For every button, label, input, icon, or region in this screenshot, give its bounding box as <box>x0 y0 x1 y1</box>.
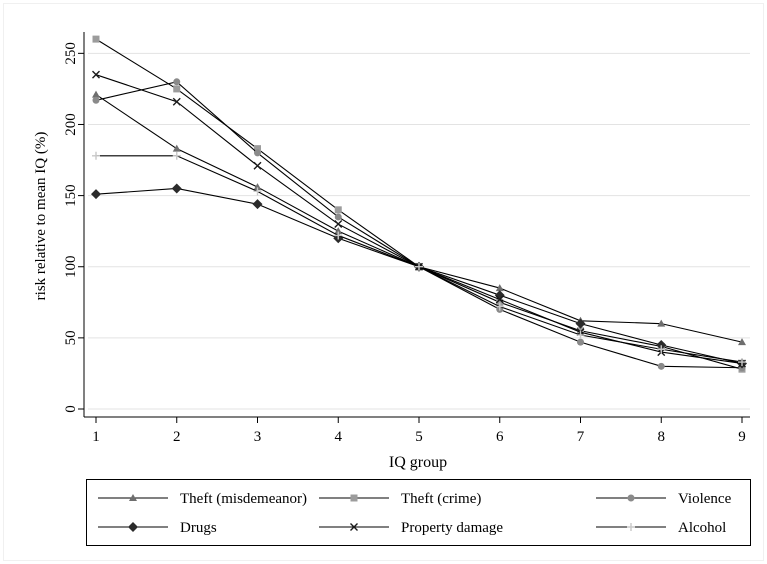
x-marker <box>495 295 504 304</box>
square-marker <box>577 327 584 335</box>
x-tick-label: 4 <box>335 429 343 445</box>
diamond-marker <box>91 189 101 200</box>
plus-marker <box>576 331 585 340</box>
plus-marker <box>92 151 100 160</box>
circle-marker <box>254 149 261 157</box>
triangle-marker <box>92 90 100 98</box>
circle-marker <box>627 494 635 502</box>
circle-marker <box>577 338 584 346</box>
x-tick-label: 1 <box>92 429 100 445</box>
y-tick-label: 50 <box>63 330 79 345</box>
series-alcohol <box>92 151 746 367</box>
plus-marker <box>415 262 423 271</box>
triangle-marker <box>334 227 343 235</box>
x-tick-label: 8 <box>658 429 666 445</box>
legend-label: Property damage <box>401 520 503 536</box>
x-tick-label: 5 <box>415 429 423 445</box>
legend-item: Drugs <box>98 520 217 536</box>
y-tick-label: 0 <box>63 405 79 413</box>
plus-marker <box>657 345 666 354</box>
legend-label: Drugs <box>180 520 217 536</box>
triangle-marker <box>738 338 746 346</box>
legend-item: Theft (misdemeanor) <box>98 491 307 507</box>
x-marker <box>334 220 343 229</box>
x-tick-label: 7 <box>577 429 585 445</box>
legend-item: Property damage <box>319 520 503 536</box>
square-marker <box>334 206 342 214</box>
gridlines <box>88 52 750 410</box>
x-axis-label: IQ group <box>389 454 447 471</box>
x-tick-label: 9 <box>738 429 746 445</box>
diamond-marker <box>575 318 586 329</box>
x-tick-label: 3 <box>254 429 262 445</box>
x-tick-label: 2 <box>173 429 181 445</box>
legend-item: Alcohol <box>596 520 726 536</box>
x-marker <box>253 161 262 170</box>
square-marker <box>350 494 358 502</box>
y-tick-label: 150 <box>63 184 79 207</box>
x-marker <box>350 523 358 531</box>
triangle-marker <box>657 319 666 327</box>
plus-marker <box>738 358 746 367</box>
legend-item: Theft (crime) <box>319 491 481 507</box>
diamond-marker <box>656 339 667 350</box>
plus-marker <box>627 523 635 531</box>
square-marker <box>92 35 100 43</box>
plus-marker <box>253 187 262 196</box>
plus-marker <box>172 151 181 160</box>
circle-marker <box>92 96 100 104</box>
triangle-marker <box>172 144 181 152</box>
y-tick-label: 100 <box>63 255 79 278</box>
legend: Theft (misdemeanor) Theft (crime) Violence… <box>86 479 751 546</box>
x-marker <box>172 97 181 106</box>
square-marker <box>254 145 261 153</box>
y-tick-label: 200 <box>63 113 79 136</box>
circle-marker <box>334 213 342 221</box>
x-marker <box>92 70 100 79</box>
series-group <box>91 35 747 373</box>
legend-label: Theft (misdemeanor) <box>180 491 307 507</box>
legend-box <box>86 479 751 546</box>
diamond-marker <box>171 183 182 194</box>
triangle-marker <box>495 284 504 292</box>
legend-label: Theft (crime) <box>401 491 481 507</box>
plus-marker <box>334 231 343 240</box>
circle-marker <box>173 78 181 86</box>
outer-border <box>3 3 764 561</box>
diamond-marker <box>128 522 138 532</box>
legend-item: Violence <box>596 491 732 507</box>
axes: 0 50 100 150 200 250 1 2 3 4 5 6 7 8 9 <box>63 32 750 445</box>
triangle-marker <box>129 494 137 501</box>
diamond-marker <box>252 199 263 210</box>
legend-label: Alcohol <box>678 520 726 536</box>
x-tick-label: 6 <box>496 429 504 445</box>
square-marker <box>173 85 181 93</box>
plus-marker <box>495 302 504 311</box>
circle-marker <box>657 362 665 370</box>
legend-label: Violence <box>678 491 732 507</box>
triangle-marker <box>253 183 262 191</box>
y-axis-label: risk relative to mean IQ (%) <box>33 132 49 301</box>
y-tick-label: 250 <box>63 42 79 65</box>
square-marker <box>496 298 504 306</box>
